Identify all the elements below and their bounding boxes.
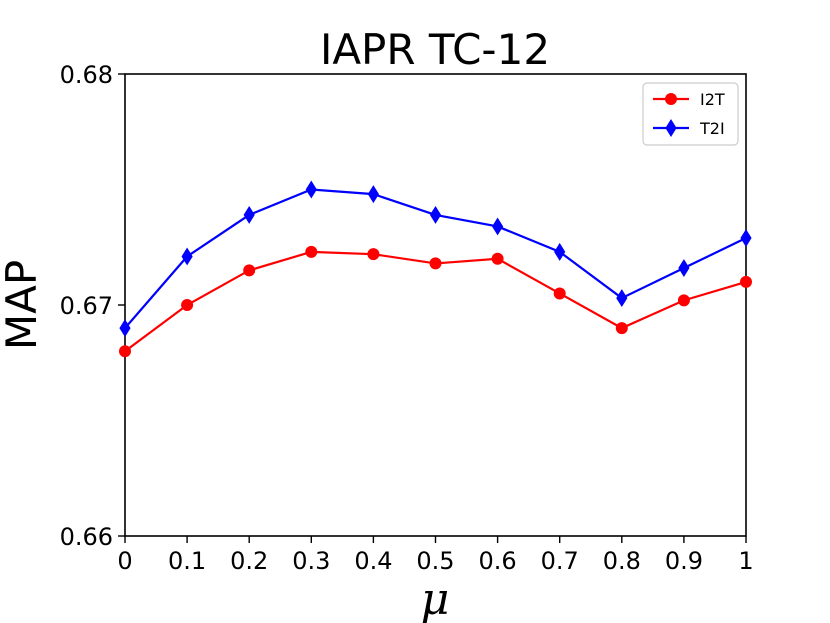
data-point-t2i [367,185,379,204]
data-point-t2i [616,289,628,308]
data-point-i2t [615,322,628,335]
data-point-t2i [740,229,752,247]
x-tick-label: 0.6 [479,547,517,575]
series-t2i [119,180,752,338]
data-point-i2t [740,275,752,288]
data-point-i2t [367,248,380,261]
y-tick-label: 0.66 [60,523,113,551]
data-point-i2t [243,264,256,277]
x-tick-label: 0.8 [603,547,641,575]
x-tick-label: 0.9 [665,547,703,575]
data-point-i2t [491,252,504,265]
legend-label-i2t: I2T [700,90,725,109]
data-point-t2i [678,259,690,277]
data-point-t2i [429,205,442,224]
y-axis-label: MAP [0,260,46,350]
data-point-t2i [492,217,504,236]
data-point-t2i [119,319,131,338]
x-tick-label: 0.3 [292,547,330,575]
legend-marker-i2t [665,93,677,105]
x-tick-label: 0.5 [416,547,454,575]
data-point-t2i [554,242,566,261]
data-point-i2t [119,345,131,358]
x-tick-label: 0.2 [230,547,268,575]
data-point-i2t [181,299,194,311]
x-tick-label: 0.4 [354,547,392,575]
chart-title: IAPR TC-12 [320,25,550,74]
x-tick-label: 0.7 [541,547,579,575]
data-point-i2t [429,257,442,270]
data-point-t2i [243,205,255,224]
y-tick-label: 0.68 [60,61,113,89]
x-tick-label: 0.1 [168,547,206,575]
data-point-i2t [305,245,318,258]
x-axis-label: μ [421,574,450,623]
x-tick-label: 0 [117,547,132,575]
series-i2t [119,245,752,358]
data-point-i2t [553,287,566,300]
x-tick-label: 1 [738,547,753,575]
legend-label-t2i: T2I [699,119,725,138]
legend-marker-t2i [665,119,677,137]
data-point-i2t [677,294,690,307]
y-tick-label: 0.67 [60,292,113,320]
data-point-t2i [181,247,193,266]
data-point-t2i [305,180,317,199]
